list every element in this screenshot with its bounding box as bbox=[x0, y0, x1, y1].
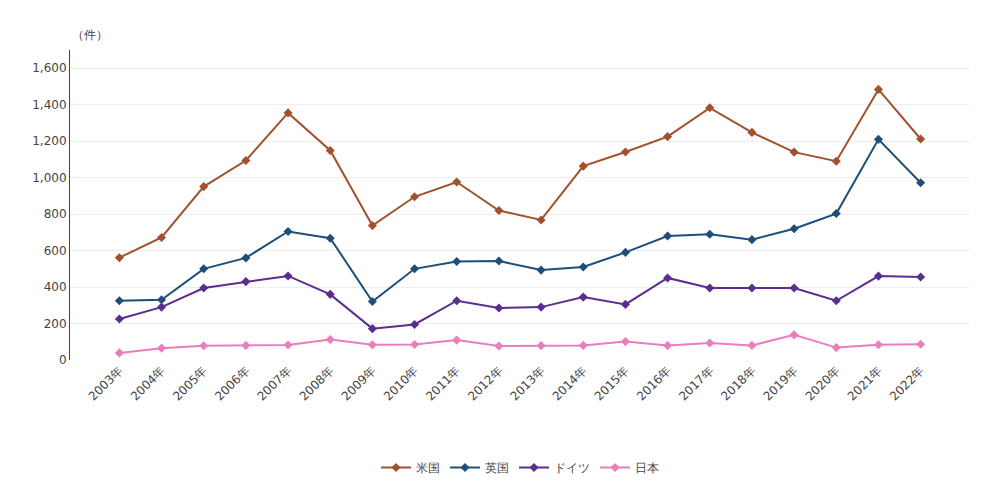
svg-text:1,400: 1,400 bbox=[32, 98, 66, 112]
svg-text:2022年: 2022年 bbox=[887, 363, 927, 403]
svg-text:2010年: 2010年 bbox=[381, 363, 421, 403]
svg-text:2012年: 2012年 bbox=[465, 363, 505, 403]
svg-text:ドイツ: ドイツ bbox=[554, 461, 590, 475]
svg-text:2009年: 2009年 bbox=[339, 363, 379, 403]
svg-text:2021年: 2021年 bbox=[845, 363, 885, 403]
svg-text:2003年: 2003年 bbox=[86, 363, 126, 403]
svg-text:2006年: 2006年 bbox=[212, 363, 252, 403]
svg-text:2014年: 2014年 bbox=[550, 363, 590, 403]
svg-text:0: 0 bbox=[59, 353, 67, 367]
svg-text:日本: 日本 bbox=[635, 461, 659, 475]
svg-text:2011年: 2011年 bbox=[423, 363, 463, 403]
svg-text:1,600: 1,600 bbox=[32, 61, 66, 75]
svg-text:2020年: 2020年 bbox=[803, 363, 843, 403]
svg-text:英国: 英国 bbox=[485, 461, 509, 475]
svg-text:2016年: 2016年 bbox=[634, 363, 674, 403]
svg-text:600: 600 bbox=[44, 244, 67, 258]
svg-text:米国: 米国 bbox=[416, 461, 440, 475]
svg-text:1,200: 1,200 bbox=[32, 134, 66, 148]
svg-text:2008年: 2008年 bbox=[297, 363, 337, 403]
svg-text:200: 200 bbox=[44, 317, 67, 331]
svg-text:2018年: 2018年 bbox=[718, 363, 758, 403]
svg-text:800: 800 bbox=[44, 207, 67, 221]
svg-text:2015年: 2015年 bbox=[592, 363, 632, 403]
svg-text:2017年: 2017年 bbox=[676, 363, 716, 403]
svg-text:（件）: （件） bbox=[72, 28, 108, 42]
svg-text:1,000: 1,000 bbox=[32, 171, 66, 185]
svg-text:400: 400 bbox=[44, 280, 67, 294]
svg-text:2004年: 2004年 bbox=[128, 363, 168, 403]
svg-text:2019年: 2019年 bbox=[760, 363, 800, 403]
svg-text:2005年: 2005年 bbox=[170, 363, 210, 403]
svg-text:2007年: 2007年 bbox=[254, 363, 294, 403]
svg-text:2013年: 2013年 bbox=[507, 363, 547, 403]
